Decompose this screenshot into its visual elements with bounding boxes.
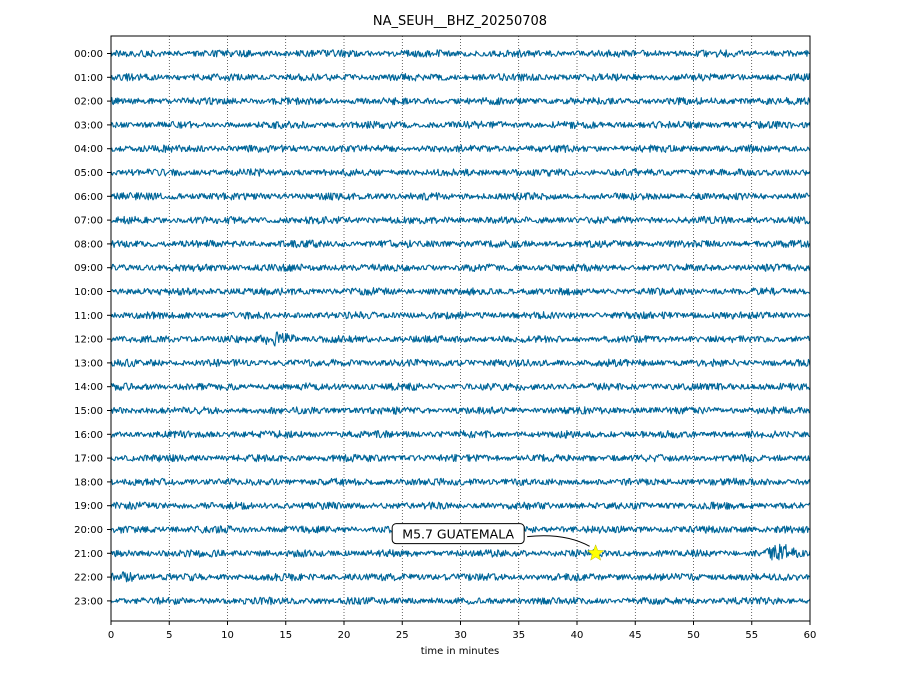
trace-hour-4 <box>110 144 811 153</box>
event-arrow <box>527 535 590 547</box>
hour-label: 02:00 <box>74 97 103 108</box>
trace-hour-16 <box>110 429 811 439</box>
trace-hour-5 <box>110 168 811 177</box>
trace-hour-6 <box>110 192 811 201</box>
event-label: M5.7 GUATEMALA <box>402 527 514 542</box>
x-tick-label: 5 <box>166 630 172 641</box>
hour-label: 16:00 <box>74 430 103 441</box>
trace-hour-22 <box>110 571 811 583</box>
x-axis-ticks: 0 5 10 15 20 25 30 35 40 45 50 55 60 <box>108 621 817 641</box>
seismic-traces <box>110 49 811 606</box>
x-tick-label: 30 <box>454 630 467 641</box>
x-tick-label: 55 <box>745 630 758 641</box>
trace-hour-14 <box>110 382 811 392</box>
trace-hour-11 <box>110 311 811 320</box>
hour-label: 14:00 <box>74 382 103 393</box>
hour-label: 17:00 <box>74 454 103 465</box>
trace-hour-3 <box>110 120 811 130</box>
trace-hour-15 <box>110 406 811 415</box>
hour-label: 10:00 <box>74 287 103 298</box>
trace-hour-12 <box>110 331 811 347</box>
trace-hour-9 <box>110 263 811 272</box>
x-tick-label: 10 <box>221 630 234 641</box>
trace-hour-10 <box>110 287 811 296</box>
hour-label: 06:00 <box>74 192 103 203</box>
trace-hour-18 <box>110 477 811 487</box>
hour-label: 18:00 <box>74 477 103 488</box>
x-tick-label: 40 <box>571 630 584 641</box>
x-tick-label: 25 <box>396 630 409 641</box>
hour-label: 00:00 <box>74 49 103 60</box>
chart-title: NA_SEUH__BHZ_20250708 <box>373 14 547 29</box>
x-tick-label: 60 <box>804 630 817 641</box>
trace-hour-23 <box>110 596 811 606</box>
event-star-marker <box>586 544 605 561</box>
y-axis-hour-ticks: 00:00 01:00 02:00 03:00 04:00 05:00 06:00 07:00… <box>74 49 111 607</box>
trace-hour-1 <box>110 73 811 82</box>
x-tick-label: 15 <box>279 630 292 641</box>
hour-label: 22:00 <box>74 573 103 584</box>
hour-label: 13:00 <box>74 358 103 369</box>
hour-label: 20:00 <box>74 525 103 536</box>
trace-hour-0 <box>110 49 811 58</box>
x-tick-label: 45 <box>629 630 642 641</box>
trace-hour-21 <box>110 543 811 561</box>
hour-label: 07:00 <box>74 216 103 227</box>
hour-label: 21:00 <box>74 549 103 560</box>
trace-hour-7 <box>110 215 811 225</box>
hour-label: 23:00 <box>74 596 103 607</box>
hour-label: 05:00 <box>74 168 103 179</box>
hour-label: 04:00 <box>74 144 103 155</box>
x-tick-label: 0 <box>108 630 114 641</box>
trace-hour-2 <box>110 96 811 106</box>
hour-label: 03:00 <box>74 120 103 131</box>
trace-hour-13 <box>110 358 811 368</box>
hour-label: 09:00 <box>74 263 103 274</box>
trace-hour-19 <box>110 501 811 511</box>
hour-label: 15:00 <box>74 406 103 417</box>
hour-label: 12:00 <box>74 335 103 346</box>
trace-hour-8 <box>110 239 811 249</box>
x-tick-label: 50 <box>687 630 700 641</box>
hour-label: 01:00 <box>74 73 103 84</box>
event-label-box <box>391 523 525 545</box>
x-tick-label: 20 <box>338 630 351 641</box>
event-annotation: M5.7 GUATEMALA <box>391 523 605 561</box>
x-axis-label: time in minutes <box>421 646 500 657</box>
hour-label: 19:00 <box>74 501 103 512</box>
hour-label: 08:00 <box>74 239 103 250</box>
hour-label: 11:00 <box>74 311 103 322</box>
trace-hour-17 <box>110 453 811 463</box>
x-tick-label: 35 <box>512 630 525 641</box>
